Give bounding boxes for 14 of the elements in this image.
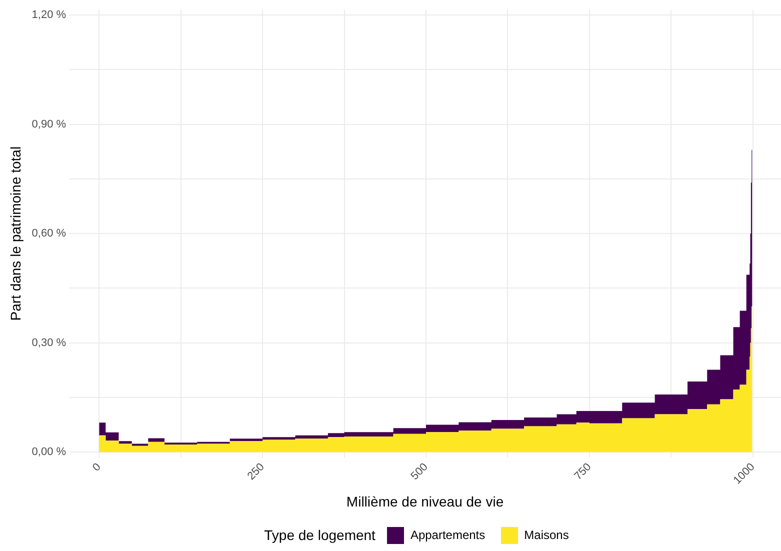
legend-label: Maisons (524, 528, 569, 542)
x-tick-label: 0 (90, 461, 104, 474)
legend-label: Appartements (410, 528, 486, 542)
legend-title: Type de logement (264, 527, 376, 543)
x-tick-label: 500 (408, 461, 430, 482)
y-axis-title: Part dans le patrimoine total (7, 146, 24, 321)
y-tick-label: 0,90 % (32, 118, 66, 130)
y-tick-label: 0,60 % (32, 228, 66, 240)
y-tick-label: 1,20 % (32, 9, 66, 22)
y-tick-label: 0,00 % (32, 446, 66, 458)
x-axis-title: Millième de niveau de vie (346, 493, 504, 510)
x-tick-label: 250 (245, 461, 267, 482)
y-tick-label: 0,30 % (32, 336, 66, 349)
x-tick-label: 750 (572, 461, 594, 482)
